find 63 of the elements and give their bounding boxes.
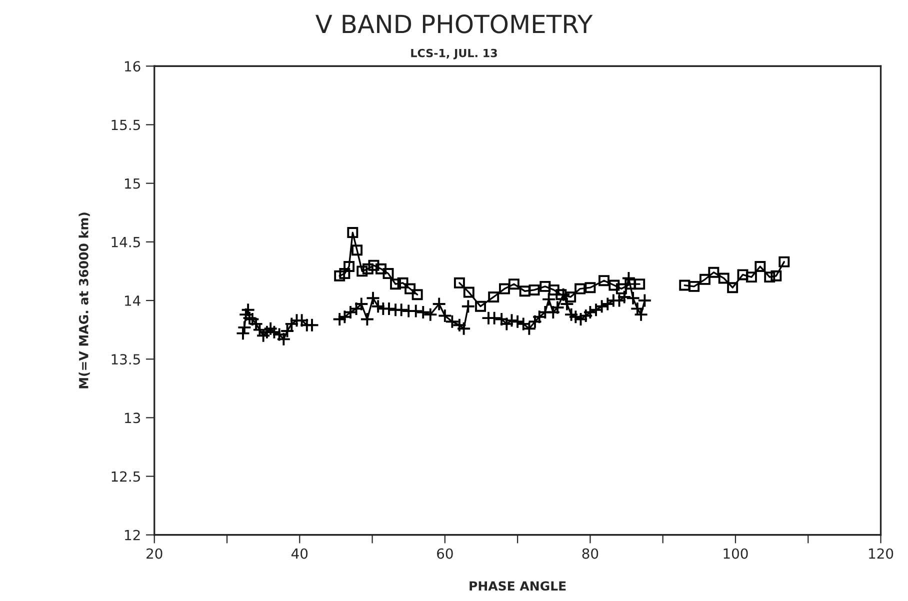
x-tick-label: 80: [582, 548, 598, 559]
x-tick-label: 100: [724, 548, 748, 559]
point: [519, 286, 530, 297]
point: [397, 277, 408, 288]
point: [488, 291, 500, 302]
point: [344, 261, 355, 272]
point: [404, 283, 416, 294]
chart-subtitle: LCS-1, JUL. 13: [411, 48, 497, 60]
point: [339, 268, 350, 280]
point: [454, 277, 465, 288]
y-tick-label: 15.5: [112, 120, 140, 130]
point: [598, 275, 610, 286]
point: [727, 282, 738, 294]
point: [412, 289, 423, 300]
point: [463, 286, 474, 298]
y-axis-title: M(=V MAG. at 36000 km): [78, 212, 90, 388]
point: [608, 280, 620, 291]
point: [708, 266, 720, 278]
point: [764, 272, 776, 283]
point: [754, 261, 766, 272]
point: [347, 227, 358, 238]
point: [508, 278, 520, 290]
point: [376, 263, 386, 274]
point: [737, 269, 748, 280]
point: [362, 263, 374, 274]
y-tick-label: 15: [125, 178, 140, 189]
point: [475, 300, 486, 312]
point: [498, 283, 510, 294]
x-tick-label: 40: [291, 548, 308, 559]
point: [548, 284, 560, 296]
point: [356, 266, 368, 277]
chart-title: V BAND PHOTOMETRY: [316, 14, 593, 34]
y-tick-label: 13: [125, 412, 140, 424]
point: [352, 244, 363, 256]
point: [565, 291, 576, 302]
point: [718, 272, 730, 284]
point: [382, 268, 394, 280]
point: [778, 256, 790, 268]
y-tick-label: 12.5: [112, 471, 140, 482]
point: [584, 282, 596, 294]
point: [556, 289, 567, 300]
point: [528, 284, 540, 296]
x-tick-label: 20: [146, 548, 162, 559]
point: [770, 270, 782, 282]
point: [334, 270, 346, 282]
point: [368, 260, 380, 271]
x-tick-label: 60: [437, 548, 453, 559]
y-tick-label: 14: [125, 296, 140, 306]
y-tick-label: 12: [125, 530, 140, 540]
point: [679, 280, 690, 291]
point: [616, 283, 627, 294]
point: [699, 274, 710, 285]
point: [540, 280, 551, 292]
point: [688, 280, 700, 292]
x-axis-title: PHASE ANGLE: [470, 581, 566, 591]
point: [746, 272, 757, 283]
point: [574, 283, 586, 294]
x-tick-label: 120: [869, 548, 894, 559]
point: [634, 278, 646, 290]
y-tick-label: 16: [125, 61, 140, 72]
point: [390, 278, 402, 290]
y-tick-label: 13.5: [112, 354, 140, 365]
y-tick-label: 14.5: [112, 237, 140, 248]
